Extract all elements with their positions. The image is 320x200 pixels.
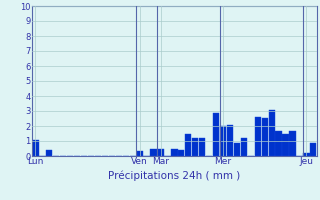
Bar [185, 134, 191, 156]
Bar [310, 142, 316, 156]
Bar [192, 138, 198, 156]
Bar [268, 110, 275, 156]
Bar [46, 150, 52, 156]
Bar [178, 150, 184, 156]
Bar [261, 118, 268, 156]
X-axis label: Précipitations 24h ( mm ): Précipitations 24h ( mm ) [108, 171, 241, 181]
Bar [241, 138, 247, 156]
Bar [220, 126, 226, 156]
Bar [157, 148, 164, 156]
Bar [32, 140, 39, 156]
Bar [289, 130, 296, 156]
Bar [150, 149, 157, 156]
Bar [283, 134, 289, 156]
Bar [227, 124, 233, 156]
Bar [255, 117, 261, 156]
Bar [213, 112, 219, 156]
Bar [303, 153, 309, 156]
Bar [171, 148, 178, 156]
Bar [276, 131, 282, 156]
Bar [199, 138, 205, 156]
Bar [137, 151, 143, 156]
Bar [234, 142, 240, 156]
